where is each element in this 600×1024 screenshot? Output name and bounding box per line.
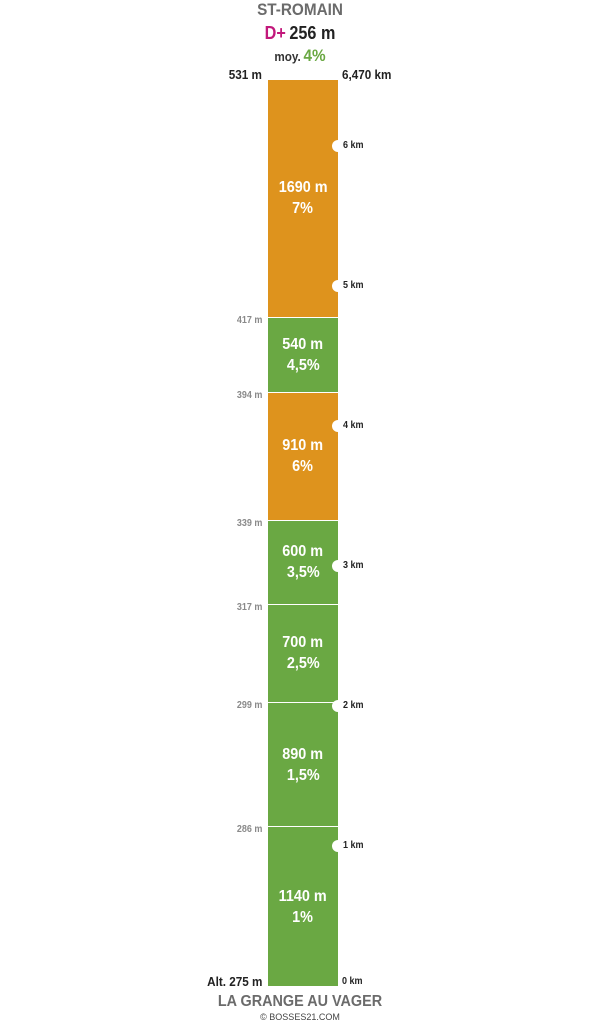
altitude-label: 317 m: [236, 601, 262, 613]
average-grade: moy. 4%: [30, 46, 570, 67]
km-marker-notch: [332, 559, 344, 572]
segment-grade: 6%: [292, 458, 314, 476]
altitude-label: 286 m: [236, 824, 262, 836]
segment-length: 700 m: [282, 634, 324, 652]
altitude-label: 339 m: [236, 517, 262, 529]
segment-grade: 2,5%: [286, 655, 320, 673]
segment-grade: 3,5%: [286, 564, 320, 582]
segment-length: 600 m: [282, 543, 324, 561]
start-location: LA GRANGE AU VAGER: [217, 993, 383, 1010]
segment-length: 890 m: [282, 745, 324, 763]
segment-grade: 4,5%: [286, 356, 320, 374]
climb-title: ST-ROMAIN: [257, 0, 343, 19]
profile-segment: 1690 m 7%: [268, 80, 338, 317]
km-marker-label: 3 km: [343, 559, 364, 571]
segment-grade: 7%: [292, 200, 314, 218]
altitude-label: 394 m: [236, 390, 262, 402]
segment-length: 1140 m: [278, 887, 328, 905]
altitude-label: 417 m: [236, 314, 262, 326]
km-marker-notch: [332, 279, 344, 292]
average-label: moy.: [274, 49, 301, 64]
profile-segment: 890 m 1,5%: [268, 701, 338, 827]
segment-length: 1690 m: [278, 179, 328, 197]
base-altitude: Alt. 275 m: [206, 974, 262, 989]
km-marker-notch: [332, 699, 344, 712]
dplus-value: 256 m: [289, 23, 336, 43]
elevation-gain: D+ 256 m: [30, 22, 570, 44]
dplus-prefix: D+: [264, 23, 286, 43]
average-value: 4%: [303, 46, 326, 65]
km-marker-label: 1 km: [343, 839, 364, 851]
km-marker-notch: [332, 139, 344, 152]
base-distance: 0 km: [342, 976, 363, 987]
km-marker-label: 4 km: [343, 419, 364, 431]
profile-segment: 910 m 6%: [268, 392, 338, 520]
segment-grade: 1,5%: [286, 766, 320, 784]
segment-length: 910 m: [282, 437, 324, 455]
km-marker-label: 6 km: [343, 139, 364, 151]
profile-segment: 600 m 3,5%: [268, 519, 338, 604]
profile-segment: 540 m 4,5%: [268, 316, 338, 393]
km-marker-notch: [332, 839, 344, 852]
profile-segment: 1140 m 1%: [268, 826, 338, 986]
km-marker-label: 5 km: [343, 279, 364, 291]
copyright-notice: © BOSSES21.COM: [260, 1012, 340, 1022]
altitude-label: 299 m: [236, 699, 262, 711]
segment-length: 540 m: [282, 335, 324, 353]
climb-profile-bar: 1140 m 1% 890 m 1,5% 700 m 2,5% 600 m 3,5% 910 m…: [268, 80, 338, 986]
km-marker-notch: [332, 419, 344, 432]
summit-altitude: 531 m: [228, 67, 262, 82]
segment-grade: 1%: [292, 908, 314, 926]
profile-segment: 700 m 2,5%: [268, 603, 338, 702]
km-marker-label: 2 km: [343, 699, 364, 711]
summit-distance: 6,470 km: [342, 67, 392, 82]
